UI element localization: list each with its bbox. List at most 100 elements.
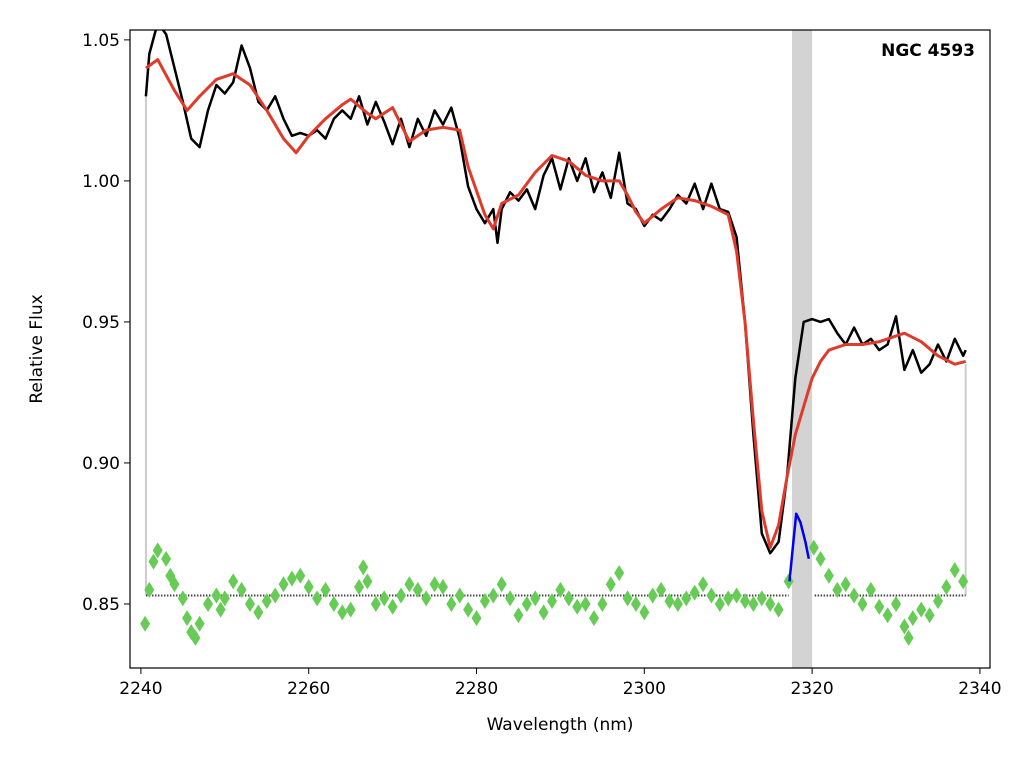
residual-point	[496, 576, 507, 593]
residual-point	[740, 593, 751, 610]
x-tick-label: 2240	[119, 679, 162, 699]
residual-point	[244, 595, 255, 612]
residual-point	[396, 587, 407, 604]
residual-point	[190, 629, 201, 646]
residual-point	[622, 590, 633, 607]
y-axis-label: Relative Flux	[27, 294, 47, 403]
residual-point	[681, 590, 692, 607]
residual-point	[337, 604, 348, 621]
residual-point	[169, 576, 180, 593]
residual-point	[823, 567, 834, 584]
y-tick-label: 0.85	[82, 595, 120, 615]
residual-point	[832, 581, 843, 598]
residual-point	[857, 595, 868, 612]
residual-point	[748, 595, 759, 612]
annotation: NGC 4593	[881, 41, 975, 61]
residual-point	[312, 590, 323, 607]
residual-point	[215, 601, 226, 618]
residual-point	[203, 595, 214, 612]
residual-point	[379, 590, 390, 607]
residual-point	[412, 581, 423, 598]
residual-point	[211, 587, 222, 604]
residual-point	[932, 593, 943, 610]
residual-point	[161, 550, 172, 567]
y-tick-label: 0.90	[82, 454, 120, 474]
residual-point	[808, 539, 819, 556]
residual-point	[630, 595, 641, 612]
residual-point	[454, 587, 465, 604]
y-tick-label: 1.00	[82, 172, 120, 192]
residual-point	[882, 607, 893, 624]
residual-point	[924, 607, 935, 624]
residual-point	[177, 590, 188, 607]
residual-point	[639, 604, 650, 621]
residual-point	[656, 581, 667, 598]
residual-point	[723, 590, 734, 607]
residual-point	[286, 570, 297, 587]
residual-point	[664, 593, 675, 610]
residual-point	[362, 573, 373, 590]
residual-point	[236, 581, 247, 598]
residual-point	[891, 595, 902, 612]
residual-point	[706, 587, 717, 604]
residual-point	[588, 610, 599, 627]
residual-point	[672, 595, 683, 612]
residual-point	[320, 581, 331, 598]
residual-point	[949, 562, 960, 579]
residual-point	[144, 581, 155, 598]
residual-point	[370, 595, 381, 612]
residual-point	[547, 593, 558, 610]
x-tick-label: 2320	[790, 679, 833, 699]
residual-point	[765, 595, 776, 612]
x-tick-label: 2260	[287, 679, 330, 699]
residual-point	[647, 587, 658, 604]
residual-point	[563, 590, 574, 607]
residual-point	[530, 590, 541, 607]
residual-point	[903, 629, 914, 646]
residual-point	[421, 590, 432, 607]
residual-point	[479, 593, 490, 610]
residual-point	[958, 573, 969, 590]
residual-point	[505, 590, 516, 607]
residual-point	[328, 595, 339, 612]
residual-point	[899, 618, 910, 635]
residual-point	[815, 550, 826, 567]
residual-point	[219, 590, 230, 607]
residual-point	[471, 610, 482, 627]
plot-frame	[129, 29, 991, 669]
residual-point	[874, 598, 885, 615]
residual-point	[605, 576, 616, 593]
plot-area	[140, 30, 969, 668]
y-tick-label: 1.05	[82, 31, 120, 51]
residual-point	[429, 576, 440, 593]
residual-point	[614, 564, 625, 581]
x-tick-label: 2340	[958, 679, 1001, 699]
x-axis-label: Wavelength (nm)	[487, 715, 634, 735]
residual-point	[387, 598, 398, 615]
residual-point	[572, 598, 583, 615]
residual-point	[941, 579, 952, 596]
residual-point	[295, 567, 306, 584]
residual-point	[555, 581, 566, 598]
spectrum-line	[788, 512, 811, 582]
residual-point	[756, 590, 767, 607]
y-tick-label: 0.95	[82, 313, 120, 333]
residual-point	[773, 601, 784, 618]
residual-point	[597, 595, 608, 612]
residual-point	[463, 601, 474, 618]
x-tick-label: 2300	[623, 679, 666, 699]
residual-point	[513, 607, 524, 624]
residual-point	[907, 610, 918, 627]
residual-point	[253, 604, 264, 621]
spectrum-line	[145, 58, 967, 550]
residual-point	[916, 601, 927, 618]
residual-point	[261, 593, 272, 610]
residual-point	[446, 595, 457, 612]
residual-point	[270, 587, 281, 604]
residual-point	[580, 595, 591, 612]
residual-point	[404, 576, 415, 593]
residual-point	[140, 615, 151, 632]
residual-point	[152, 542, 163, 559]
